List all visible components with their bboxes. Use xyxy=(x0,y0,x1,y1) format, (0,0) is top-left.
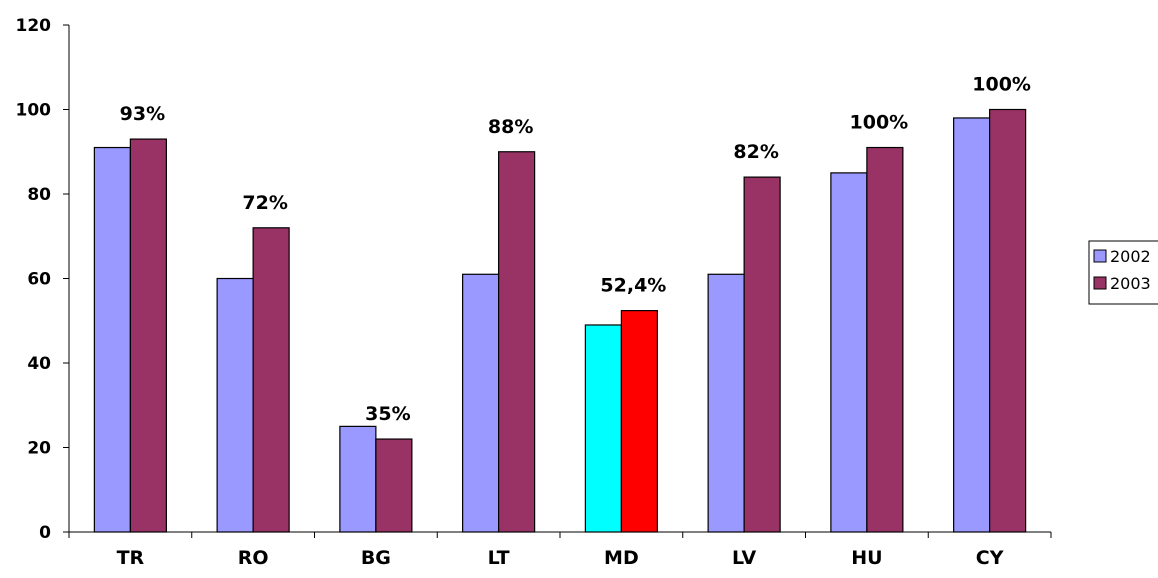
bar-md-2003 xyxy=(620,310,658,533)
bar-cy-2003 xyxy=(989,108,1027,533)
bar-hu-2002 xyxy=(830,172,868,533)
y-tick-label: 100 xyxy=(16,101,52,121)
data-label: 100% xyxy=(850,112,909,134)
y-tick-label: 60 xyxy=(27,270,51,290)
y-tick-label: 20 xyxy=(27,439,51,459)
x-category-label: HU xyxy=(851,547,882,569)
bar-lv-2002 xyxy=(707,273,745,533)
x-category-label: CY xyxy=(976,547,1004,569)
data-label: 100% xyxy=(972,74,1031,96)
legend: 2002 2003 xyxy=(1088,240,1158,305)
legend-label: 2003 xyxy=(1110,274,1151,293)
bar-md-2002 xyxy=(584,324,622,533)
x-category-label: LV xyxy=(732,547,756,569)
data-label: 72% xyxy=(242,192,287,214)
y-tick-label: 80 xyxy=(27,185,51,205)
x-category-label: RO xyxy=(238,547,269,569)
legend-label: 2002 xyxy=(1110,247,1151,266)
legend-swatch-2002 xyxy=(1093,249,1107,263)
x-category-label: TR xyxy=(117,547,145,569)
data-label: 52,4% xyxy=(600,275,666,297)
x-category-label: MD xyxy=(604,547,639,569)
x-category-label: BG xyxy=(361,547,391,569)
bar-lt-2003 xyxy=(498,151,536,533)
data-label: 88% xyxy=(488,116,533,138)
y-tick-label: 120 xyxy=(16,16,52,36)
legend-swatch-2003 xyxy=(1093,276,1107,290)
bar-bg-2003 xyxy=(375,438,413,533)
data-label: 82% xyxy=(733,141,778,163)
bar-ro-2003 xyxy=(252,227,290,533)
data-label: 93% xyxy=(120,103,165,125)
bar-lt-2002 xyxy=(462,273,500,533)
bar-cy-2002 xyxy=(953,117,991,533)
y-tick-label: 40 xyxy=(27,354,51,374)
bar-ro-2002 xyxy=(216,277,254,533)
data-label: 35% xyxy=(365,403,410,425)
bar-tr-2003 xyxy=(129,138,167,533)
x-category-label: LT xyxy=(488,547,510,569)
bar-tr-2002 xyxy=(93,146,131,533)
bars xyxy=(93,108,1027,533)
labels: TR 93% RO 72% BG 35% LT 88% MD 52,4% LV 82% HU 100% CY… xyxy=(117,74,1031,570)
bar-lv-2003 xyxy=(743,176,781,533)
y-tick-label: 0 xyxy=(39,523,51,543)
bar-hu-2003 xyxy=(866,146,904,533)
bar-bg-2002 xyxy=(339,425,377,533)
